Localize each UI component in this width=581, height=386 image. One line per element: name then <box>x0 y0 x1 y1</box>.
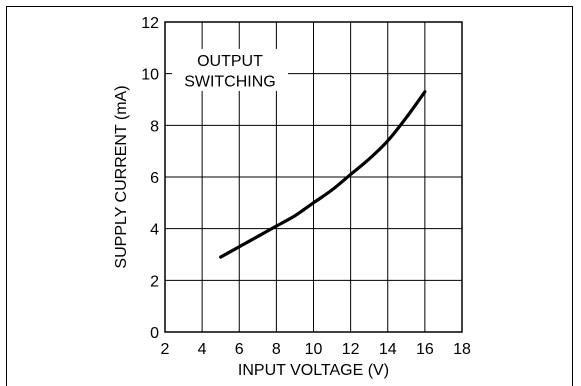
y-tick-label: 8 <box>150 118 159 135</box>
x-tick-labels: 2 4 6 8 10 12 14 16 18 <box>161 341 471 358</box>
annotation-background <box>171 48 288 91</box>
y-tick-label: 10 <box>141 67 159 84</box>
series-line <box>219 90 427 259</box>
x-tick-label: 4 <box>198 341 207 358</box>
figure-frame <box>6 6 573 386</box>
plot-border <box>164 21 463 333</box>
x-tick-label: 2 <box>161 341 170 358</box>
y-tick-labels: 0 2 4 6 8 10 12 <box>141 15 159 342</box>
y-axis-label: SUPPLY CURRENT (mA) <box>113 85 130 268</box>
y-tick-label: 2 <box>150 273 159 290</box>
y-tick-label: 4 <box>150 222 159 239</box>
x-tick-label: 6 <box>235 341 244 358</box>
y-tick-label: 12 <box>141 15 159 32</box>
y-tick-label: 0 <box>150 325 159 342</box>
annotation-line-2: SWITCHING <box>184 74 276 91</box>
x-tick-label: 14 <box>379 341 397 358</box>
y-tick-label: 6 <box>150 170 159 187</box>
x-tick-label: 8 <box>272 341 281 358</box>
x-tick-label: 10 <box>305 341 323 358</box>
x-axis-label: INPUT VOLTAGE (V) <box>238 362 389 379</box>
x-tick-label: 12 <box>342 341 360 358</box>
x-tick-label: 18 <box>453 341 471 358</box>
annotation-line-1: OUTPUT <box>197 53 263 70</box>
x-tick-label: 16 <box>416 341 434 358</box>
